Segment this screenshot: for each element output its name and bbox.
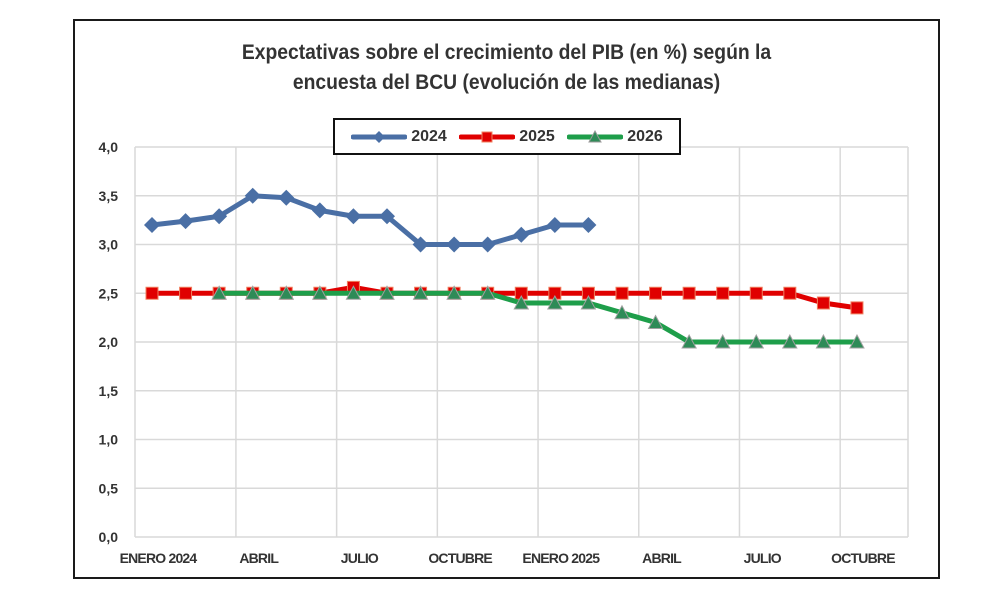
data-point-diamond (177, 213, 194, 230)
data-point-triangle (479, 285, 496, 300)
y-tick-label: 0,5 (99, 480, 119, 496)
data-point-diamond (513, 226, 530, 243)
y-axis-ticks: 0,0 0,5 1,0 1,5 2,0 2,5 3,0 3,5 4,0 (99, 139, 119, 545)
x-tick-label: JULIO (341, 550, 379, 566)
y-tick-label: 2,0 (99, 334, 119, 350)
data-point-triangle (278, 285, 295, 300)
data-point-diamond (345, 208, 362, 225)
chart-title-line-2: encuesta del BCU (evolución de las media… (292, 71, 721, 94)
x-tick-label: ENERO 2024 (120, 550, 198, 566)
x-tick-label: JULIO (744, 550, 782, 566)
x-tick-label: OCTUBRE (428, 550, 492, 566)
y-tick-label: 4,0 (99, 139, 119, 155)
y-tick-label: 1,5 (99, 383, 119, 399)
legend-item-2025: 2025 (459, 128, 555, 146)
x-axis-ticks: ENERO 2024 ABRIL JULIO OCTUBRE ENERO 2025 ABR… (120, 550, 896, 566)
data-point-triangle (446, 285, 462, 300)
data-point-square (850, 301, 864, 315)
data-point-triangle (849, 333, 865, 349)
x-tick-label: OCTUBRE (831, 550, 895, 566)
data-point-square (145, 286, 159, 300)
data-point-triangle (614, 304, 630, 320)
data-point-diamond (211, 208, 228, 225)
series-lines (144, 187, 865, 349)
data-point-diamond (311, 202, 328, 219)
series-line-2026 (219, 290, 857, 345)
data-point-square (179, 286, 193, 300)
chart-title-line-1: Expectativas sobre el crecimiento del PI… (241, 41, 772, 64)
y-tick-label: 0,0 (99, 529, 119, 545)
data-point-diamond (412, 236, 429, 253)
x-tick-label: ABRIL (239, 550, 279, 566)
data-point-diamond (546, 217, 563, 233)
data-point-diamond (378, 208, 395, 225)
data-point-triangle (748, 333, 765, 349)
diamond-marker-icon (351, 130, 408, 143)
data-point-square (816, 296, 830, 310)
data-point-square (682, 286, 696, 300)
data-point-square (716, 286, 730, 300)
data-point-triangle (781, 333, 798, 349)
data-point-diamond (244, 187, 261, 204)
data-point-triangle (815, 333, 832, 349)
data-point-square (649, 286, 663, 300)
triangle-marker-icon (567, 129, 624, 142)
data-point-triangle (513, 294, 530, 310)
x-tick-label: ENERO 2025 (522, 550, 600, 566)
chart-title: Expectativas sobre el crecimiento del PI… (108, 38, 906, 98)
legend: 2024 2025 2026 (333, 118, 681, 155)
y-tick-label: 3,5 (99, 188, 119, 204)
data-point-square (749, 286, 763, 300)
square-marker-icon (459, 131, 516, 142)
data-point-triangle (580, 294, 597, 310)
x-tick-label: ABRIL (642, 550, 682, 566)
y-tick-label: 3,0 (99, 237, 119, 253)
legend-label: 2026 (627, 127, 663, 145)
legend-item-2026: 2026 (567, 128, 663, 146)
data-point-triangle (681, 333, 697, 349)
data-point-triangle (412, 285, 429, 300)
data-point-triangle (211, 285, 227, 300)
data-point-diamond (278, 189, 295, 206)
data-point-triangle (379, 285, 395, 300)
series-2024 (144, 187, 597, 253)
data-point-square (783, 286, 797, 300)
y-tick-label: 2,5 (99, 285, 119, 301)
data-point-triangle (714, 333, 731, 349)
series-2026 (211, 285, 865, 349)
legend-label: 2024 (411, 127, 447, 145)
data-point-diamond (580, 217, 597, 233)
data-point-triangle (244, 285, 261, 300)
y-tick-label: 1,0 (99, 432, 119, 448)
data-point-triangle (647, 314, 664, 329)
data-point-triangle (345, 285, 362, 300)
data-point-diamond (144, 217, 160, 233)
data-point-square (615, 286, 629, 300)
data-point-triangle (547, 294, 563, 310)
data-point-diamond (446, 236, 463, 253)
data-point-triangle (312, 285, 328, 300)
legend-item-2024: 2024 (351, 128, 447, 146)
legend-label: 2025 (519, 127, 555, 145)
data-point-diamond (479, 236, 496, 253)
